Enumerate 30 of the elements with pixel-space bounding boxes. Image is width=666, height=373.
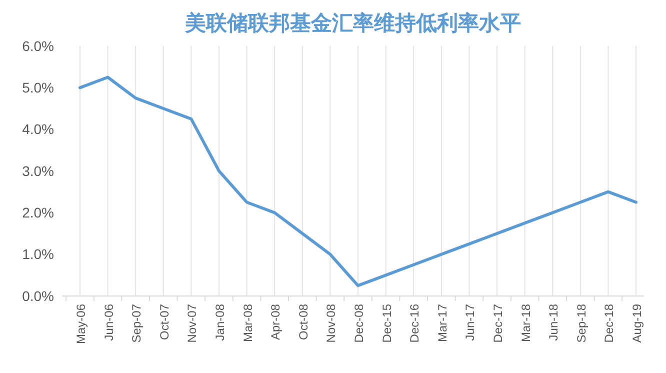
x-tick-label: Mar-18 [518, 304, 533, 342]
y-tick-label: 2.0% [22, 204, 54, 221]
y-tick-label: 0.0% [22, 288, 54, 304]
x-tick-label: Nov-07 [185, 304, 200, 343]
x-tick-label: Nov-08 [324, 304, 338, 343]
x-tick-label: Jun-06 [102, 304, 116, 341]
x-tick-label: Oct-08 [296, 304, 310, 340]
y-tick-label: 6.0% [22, 38, 54, 54]
x-tick-label: Mar-17 [435, 304, 450, 342]
chart-title: 美联储联邦基金汇率维持低利率水平 [184, 11, 521, 35]
x-tick-label: Sep-07 [130, 304, 144, 343]
x-tick-label: Jan-08 [213, 304, 227, 341]
x-tick-label: Apr-08 [268, 304, 283, 340]
y-tick-label: 3.0% [22, 162, 54, 179]
x-tick-label: Jun-17 [463, 304, 478, 341]
line-series [78, 76, 638, 288]
y-tick-label: 4.0% [22, 121, 54, 138]
x-tick-label: Mar-08 [240, 304, 255, 342]
x-tick-label: Oct-07 [157, 304, 172, 340]
y-tick-label: 1.0% [22, 246, 54, 262]
x-tick-label: Sep-18 [574, 304, 588, 343]
x-tick-label: Dec-17 [491, 304, 505, 343]
x-tick-label: Dec-18 [602, 304, 616, 343]
x-tick-label: Aug-19 [630, 304, 644, 343]
y-tick-label: 5.0% [22, 80, 54, 96]
x-tick-label: Dec-08 [352, 304, 366, 343]
x-tick-label: May-06 [74, 304, 88, 344]
x-tick-label: Dec-15 [380, 304, 394, 343]
x-tick-label: Jun-18 [546, 304, 561, 341]
x-tick-label: Dec-16 [408, 304, 422, 343]
